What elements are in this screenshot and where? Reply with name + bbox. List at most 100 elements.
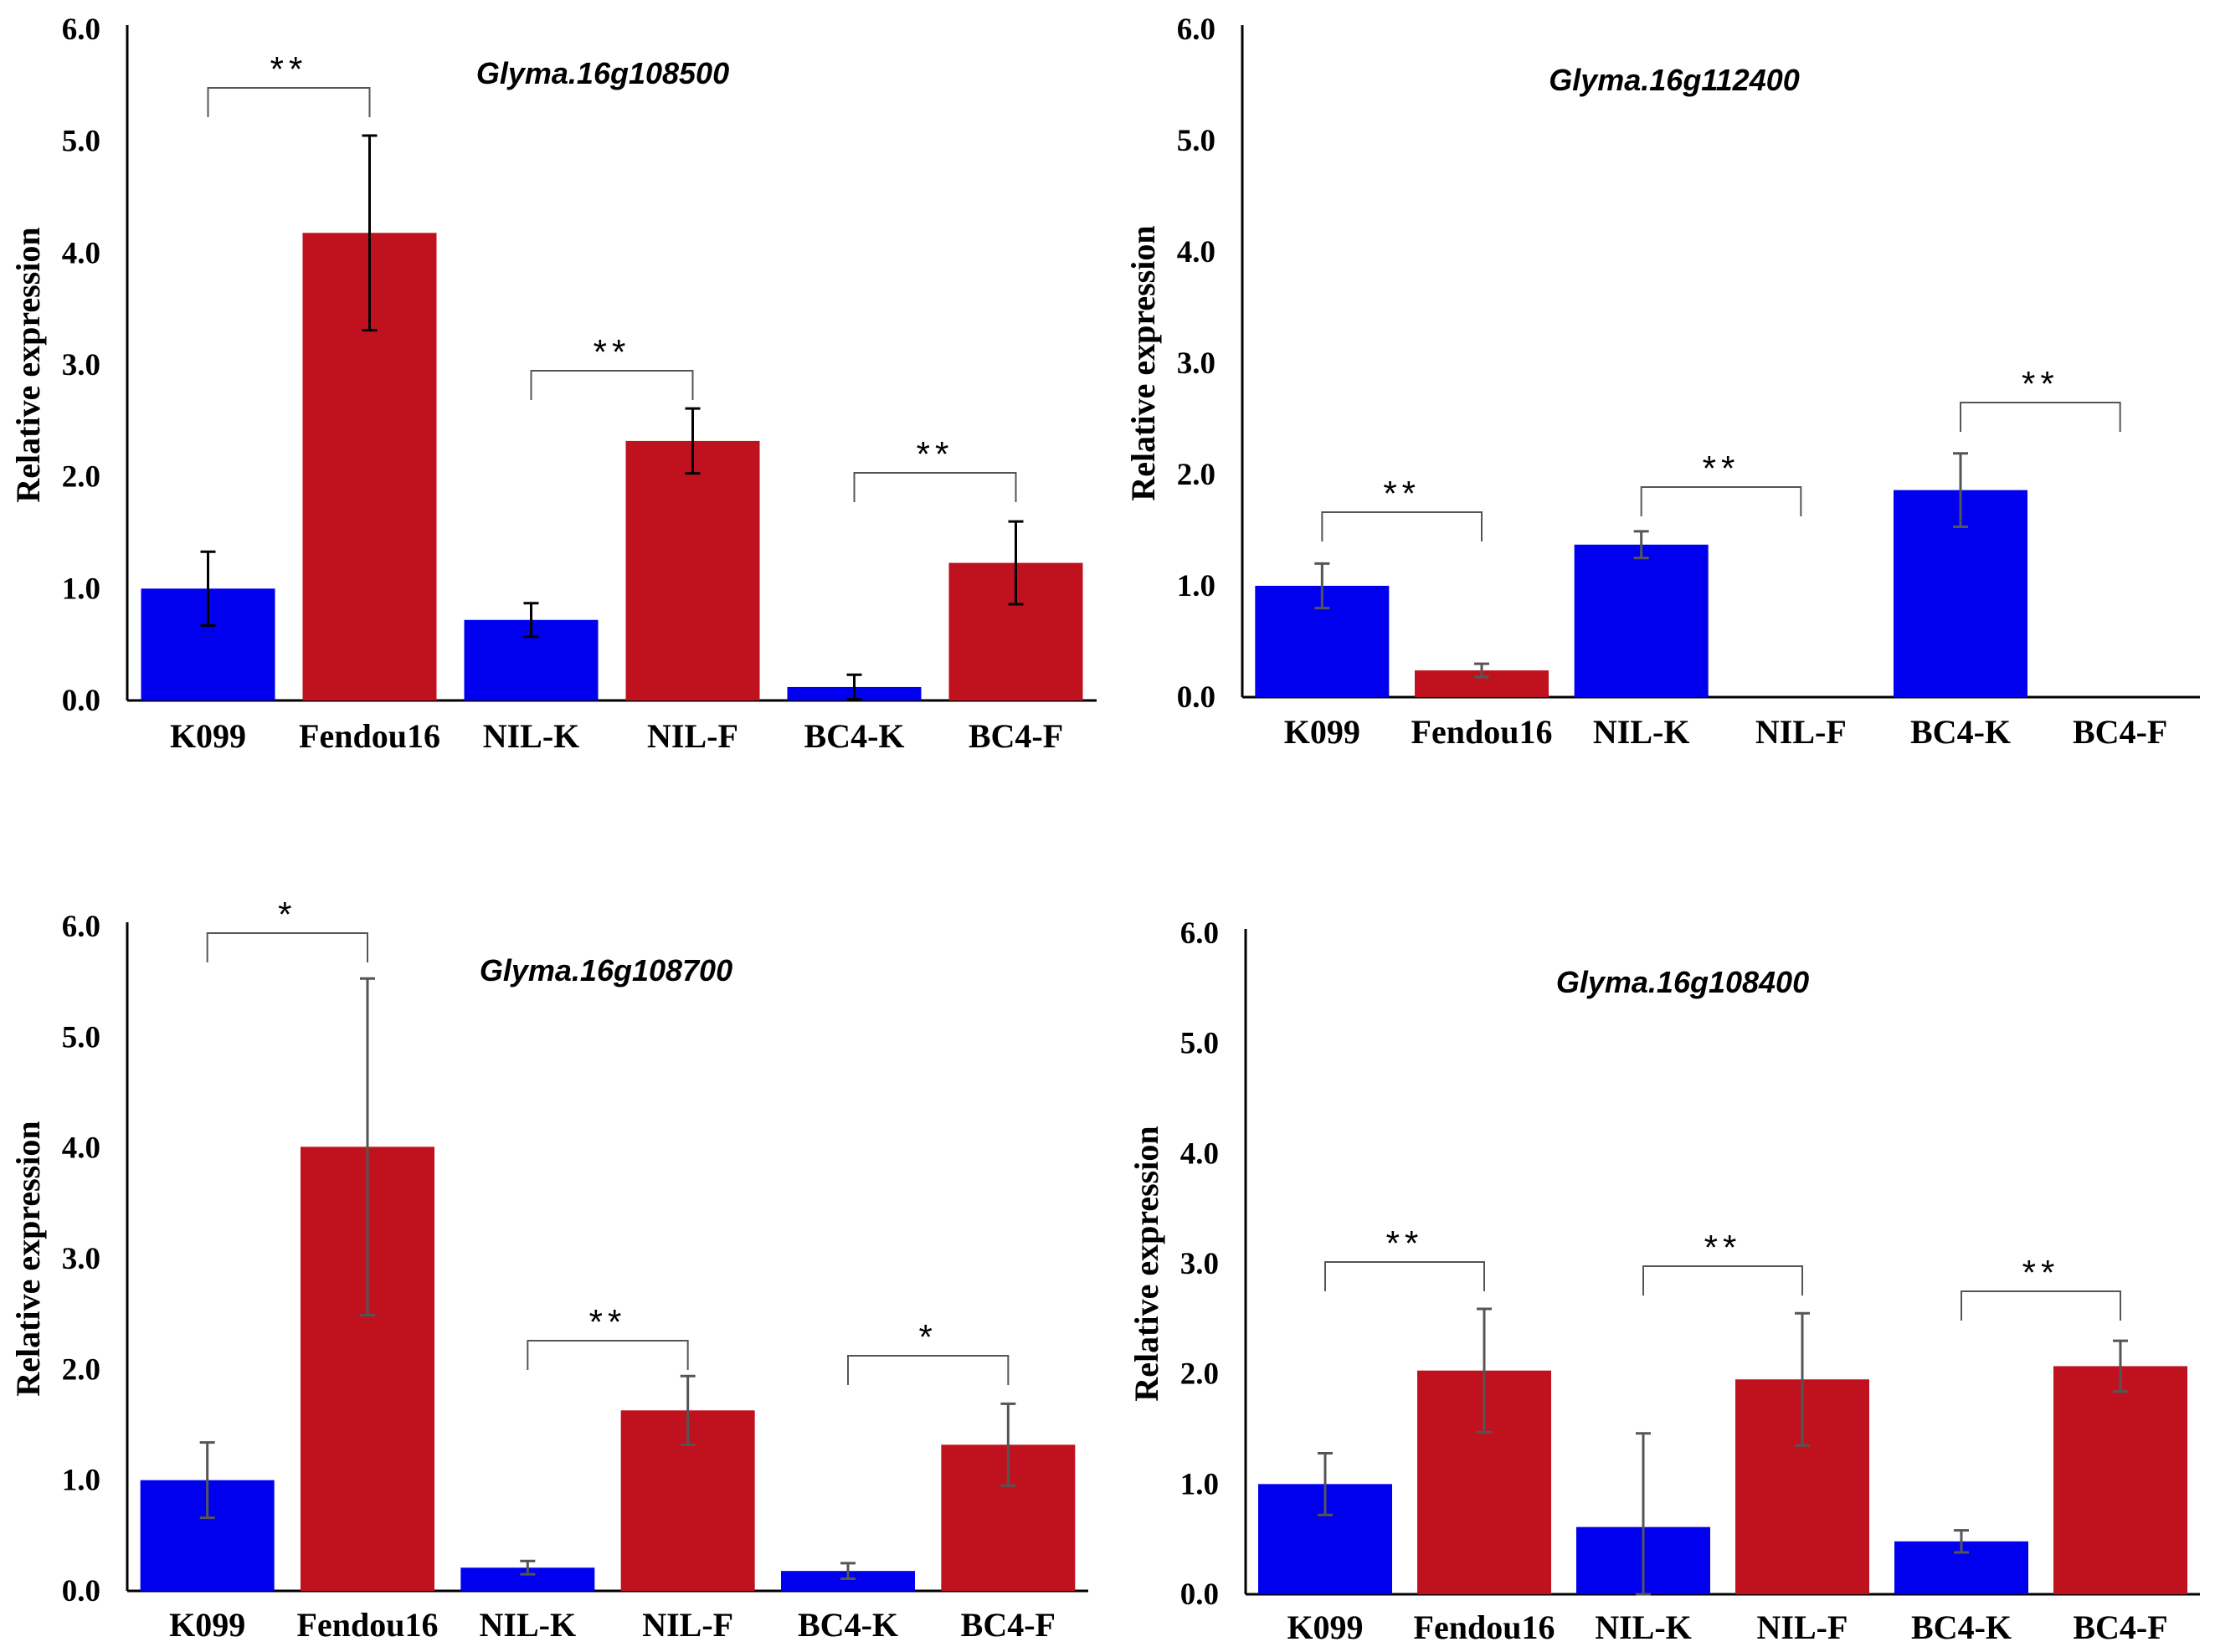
significance-label: ** <box>589 1302 627 1342</box>
error-bar <box>362 134 378 332</box>
x-tick-label: BC4-F <box>2073 1608 2167 1646</box>
bar-nil-f <box>625 440 760 700</box>
x-tick-label: BC4-K <box>1911 1608 2012 1646</box>
significance-label: ** <box>917 434 954 474</box>
bar-nil-k <box>1574 544 1709 697</box>
significance-label: ** <box>594 332 631 372</box>
x-tick-label: Fendou16 <box>299 717 440 755</box>
x-tick-label: Fendou16 <box>297 1606 439 1644</box>
significance-bracket: ** <box>853 434 1017 502</box>
error-bar <box>1953 452 1968 529</box>
x-tick-label: NIL-K <box>483 717 580 755</box>
significance-bracket: ** <box>1640 449 1802 516</box>
error-bar <box>680 1374 696 1446</box>
chart-title: Glyma.16g108400 <box>1556 965 1809 999</box>
significance-bracket: ** <box>207 49 371 117</box>
x-tick-label: NIL-F <box>647 717 738 755</box>
y-tick-label: 4.0 <box>62 236 100 270</box>
y-tick-label: 2.0 <box>62 1352 100 1387</box>
significance-label: ** <box>2022 364 2059 403</box>
significance-label: * <box>918 1317 937 1357</box>
error-bar <box>520 1559 536 1576</box>
error-bar <box>199 1441 215 1520</box>
y-tick-label: 6.0 <box>1177 13 1215 47</box>
significance-bracket: * <box>206 895 368 962</box>
error-bar <box>685 407 701 475</box>
y-tick-label: 5.0 <box>62 1020 100 1054</box>
y-tick-label: 6.0 <box>62 910 100 944</box>
significance-bracket: * <box>847 1317 1010 1385</box>
significance-label: ** <box>1383 474 1421 513</box>
x-tick-label: NIL-F <box>1755 713 1847 751</box>
significance-bracket: ** <box>530 332 694 400</box>
significance-bracket: ** <box>1961 1253 2121 1321</box>
error-bar <box>360 977 375 1316</box>
error-bar <box>200 550 216 627</box>
x-tick-label: K099 <box>169 1606 245 1644</box>
y-tick-label: 0.0 <box>1177 680 1215 715</box>
y-tick-label: 3.0 <box>1177 346 1215 381</box>
x-tick-label: NIL-K <box>480 1606 577 1644</box>
y-tick-label: 3.0 <box>1180 1247 1219 1281</box>
error-bar <box>1314 562 1330 610</box>
y-axis-label: Relative expression <box>1124 225 1162 500</box>
y-tick-label: 5.0 <box>1177 124 1215 158</box>
significance-label: ** <box>1386 1224 1424 1263</box>
error-bar <box>523 602 539 639</box>
x-tick-label: BC4-K <box>804 717 905 755</box>
chart-title: Glyma.16g108700 <box>480 953 732 988</box>
significance-label: ** <box>1703 449 1740 488</box>
significance-bracket: ** <box>1321 474 1483 541</box>
significance-bracket: ** <box>1642 1228 1803 1295</box>
bar-bc4-f <box>2053 1366 2187 1594</box>
y-tick-label: 4.0 <box>1180 1136 1219 1171</box>
bar-bc4-k <box>781 1571 915 1591</box>
x-tick-label: NIL-K <box>1593 713 1690 751</box>
x-tick-label: BC4-F <box>961 1606 1056 1644</box>
error-bar <box>1636 1432 1651 1596</box>
error-bar <box>1008 520 1024 606</box>
error-bar <box>2113 1339 2128 1393</box>
y-tick-label: 6.0 <box>62 13 100 47</box>
significance-bracket: ** <box>1960 364 2121 432</box>
y-axis-label: Relative expression <box>9 227 47 502</box>
y-tick-label: 1.0 <box>1177 569 1215 603</box>
error-bar <box>1318 1451 1333 1516</box>
y-tick-label: 1.0 <box>62 572 100 606</box>
error-bar <box>1474 662 1489 679</box>
y-tick-label: 2.0 <box>1180 1357 1219 1392</box>
x-tick-label: K099 <box>1284 713 1360 751</box>
y-tick-label: 3.0 <box>62 1242 100 1276</box>
x-tick-label: Fendou16 <box>1411 713 1553 751</box>
y-tick-label: 3.0 <box>62 348 100 382</box>
x-tick-label: NIL-F <box>1757 1608 1848 1646</box>
y-tick-label: 2.0 <box>62 460 100 495</box>
error-bar <box>846 673 862 701</box>
error-bar <box>840 1562 856 1580</box>
significance-label: ** <box>270 49 308 89</box>
significance-label: ** <box>2022 1253 2060 1292</box>
chart-panel-1: 0.0 1.0 2.0 3.0 4.0 5.0 6.0 Relative expression… <box>9 13 1097 755</box>
x-tick-label: NIL-F <box>642 1606 733 1644</box>
y-axis-label: Relative expression <box>1128 1126 1165 1401</box>
error-bar <box>1000 1402 1016 1487</box>
error-bar <box>1795 1311 1810 1447</box>
y-tick-label: 4.0 <box>62 1131 100 1166</box>
y-tick-label: 0.0 <box>1180 1578 1219 1612</box>
x-tick-label: BC4-K <box>798 1606 898 1644</box>
y-tick-label: 0.0 <box>62 1574 100 1608</box>
x-tick-label: K099 <box>170 717 246 755</box>
y-axis-label: Relative expression <box>9 1121 47 1396</box>
significance-label: ** <box>1704 1228 1742 1267</box>
chart-panel-3: 0.0 1.0 2.0 3.0 4.0 5.0 6.0 Relative expression… <box>9 895 1088 1644</box>
y-tick-label: 6.0 <box>1180 916 1219 951</box>
significance-label: * <box>278 895 296 934</box>
y-tick-label: 1.0 <box>62 1464 100 1498</box>
x-tick-label: BC4-F <box>2073 713 2167 751</box>
chart-panel-2: 0.0 1.0 2.0 3.0 4.0 5.0 6.0 Relative expression… <box>1124 13 2200 751</box>
x-tick-label: BC4-F <box>969 717 1063 755</box>
error-bar <box>1954 1529 1969 1554</box>
y-tick-label: 1.0 <box>1180 1467 1219 1501</box>
y-tick-label: 5.0 <box>62 125 100 159</box>
